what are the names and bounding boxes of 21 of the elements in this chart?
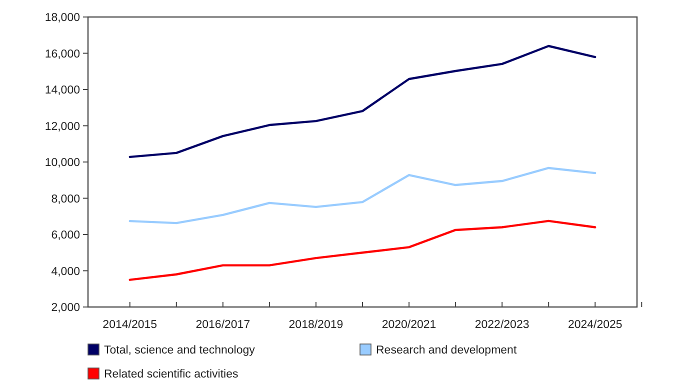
y-tick-label: 2,000 <box>51 302 80 314</box>
y-tick-label: 6,000 <box>51 230 80 242</box>
y-tick-label: 18,000 <box>44 12 80 24</box>
x-tick-label: 2018/2019 <box>288 319 344 331</box>
x-tick-label: 2014/2015 <box>102 319 158 331</box>
y-tick-label: 10,000 <box>44 157 80 170</box>
x-tick-label: 2020/2021 <box>382 319 436 331</box>
y-tick-label: 4,000 <box>51 266 80 278</box>
x-tick-label: 2022/2023 <box>474 319 530 331</box>
line-series <box>128 166 596 224</box>
legend-label: Total, science and technology <box>104 344 256 356</box>
line-series <box>128 44 596 158</box>
y-tick-label: 12,000 <box>44 120 80 133</box>
line-series <box>128 220 596 281</box>
x-tick-label: 2016/2017 <box>196 319 250 331</box>
y-tick-label: 16,000 <box>44 48 80 60</box>
legend-label: Research and development <box>376 344 518 356</box>
x-tick-label: 2024/2025 <box>568 319 622 331</box>
y-tick-label: 14,000 <box>44 84 80 97</box>
legend-label: Related scientific activities <box>104 368 238 380</box>
y-tick-label: 8,000 <box>51 193 80 206</box>
